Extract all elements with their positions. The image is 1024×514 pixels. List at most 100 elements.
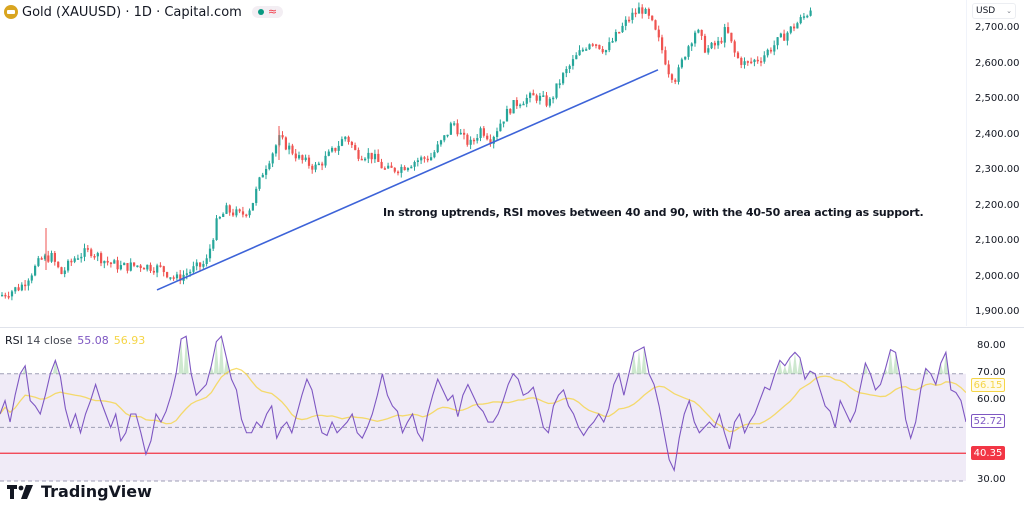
candle-body	[274, 145, 278, 154]
candle-body	[410, 166, 413, 169]
candle-body	[453, 123, 456, 125]
candle-body	[367, 152, 370, 159]
candle-body	[694, 32, 697, 44]
candle-body	[472, 139, 476, 142]
chart-canvas[interactable]	[0, 0, 966, 514]
candle-body	[443, 135, 446, 141]
candle-body	[773, 45, 776, 52]
candle-body	[1, 294, 4, 297]
candle-body	[24, 284, 27, 287]
candle-body	[63, 270, 66, 275]
candle-body	[113, 260, 116, 264]
candle-body	[43, 255, 47, 260]
candle-body	[664, 50, 667, 65]
candle-body	[360, 158, 363, 161]
candle-body	[83, 248, 86, 257]
candle-body	[756, 59, 759, 62]
candle-body	[53, 252, 56, 262]
candle-body	[644, 8, 647, 14]
candle-body	[73, 258, 76, 262]
candle-body	[793, 26, 796, 29]
candle-body	[76, 258, 80, 260]
candle-body	[515, 100, 518, 106]
candle-body	[232, 212, 235, 216]
status-indicators[interactable]: ≈	[251, 6, 284, 18]
tradingview-logo[interactable]: TradingView	[7, 482, 152, 501]
candle-body	[519, 104, 522, 107]
chevron-down-icon: ⌄	[1006, 7, 1012, 15]
tradingview-wordmark: TradingView	[41, 482, 152, 501]
price-tick: 2,500.00	[975, 93, 1020, 104]
chart-annotation[interactable]: In strong uptrends, RSI moves between 40…	[383, 206, 924, 219]
candle-body	[403, 166, 406, 171]
candle-body	[106, 260, 109, 263]
candle-body	[235, 209, 238, 216]
candle-body	[20, 284, 23, 291]
candle-body	[268, 163, 271, 169]
candle-body	[637, 7, 641, 14]
candle-body	[218, 216, 221, 219]
candle-body	[90, 249, 93, 257]
support-line-badge: 40.35	[971, 446, 1005, 460]
candle-body	[288, 145, 291, 150]
candle-body	[162, 266, 165, 273]
rsi-ma-badge: 66.15	[971, 378, 1005, 392]
candle-body	[324, 155, 327, 166]
candle-body	[159, 265, 162, 267]
candle-body	[93, 256, 96, 258]
rsi-legend[interactable]: RSI 14 close 55.08 56.93	[5, 334, 145, 347]
candle-body	[119, 265, 122, 270]
candle-body	[228, 205, 231, 213]
price-tick: 2,000.00	[975, 270, 1020, 282]
candle-body	[34, 265, 37, 276]
candle-body	[746, 61, 749, 63]
candle-body	[373, 153, 377, 160]
candle-body	[436, 144, 439, 153]
candle-body	[799, 17, 802, 24]
candle-body	[37, 258, 40, 266]
candle-body	[492, 136, 495, 144]
candle-body	[502, 121, 505, 124]
candle-body	[750, 61, 753, 64]
candle-body	[697, 29, 700, 33]
candle-body	[284, 137, 287, 150]
candle-body	[271, 153, 274, 164]
candle-body	[370, 152, 373, 160]
candle-body	[387, 165, 390, 169]
symbol-title[interactable]: Gold (XAUUSD) · 1D · Capital.com	[22, 4, 242, 20]
price-axis[interactable]	[966, 0, 1024, 326]
candle-body	[769, 49, 773, 52]
candle-body	[466, 134, 469, 145]
candle-body	[311, 165, 314, 170]
pane-divider[interactable]	[0, 327, 1024, 328]
candle-body	[548, 98, 551, 106]
candle-body	[459, 132, 462, 135]
candle-body	[344, 136, 347, 140]
candle-body	[601, 48, 604, 53]
candle-body	[416, 160, 419, 162]
currency-selector[interactable]: USD ⌄	[972, 3, 1016, 19]
candle-body	[542, 95, 545, 97]
candle-body	[205, 258, 208, 264]
candle-body	[624, 19, 627, 26]
candle-body	[703, 35, 707, 53]
candle-body	[776, 37, 779, 46]
currency-label: USD	[976, 6, 996, 16]
rsi-tick: 60.00	[977, 393, 1006, 405]
candle-body	[255, 188, 258, 203]
candle-body	[347, 136, 350, 142]
candle-body	[571, 59, 575, 66]
rsi-tick: 70.00	[977, 366, 1006, 378]
candle-body	[717, 40, 720, 46]
candle-body	[169, 277, 172, 279]
candle-body	[489, 139, 492, 144]
candle-body	[426, 158, 429, 161]
candle-body	[340, 139, 344, 146]
candle-body	[334, 147, 337, 151]
candle-body	[568, 65, 571, 70]
candle-body	[103, 260, 106, 264]
rsi-line	[0, 335, 966, 473]
candle-body	[496, 131, 499, 137]
candle-body	[670, 74, 674, 80]
candle-body	[532, 93, 535, 96]
